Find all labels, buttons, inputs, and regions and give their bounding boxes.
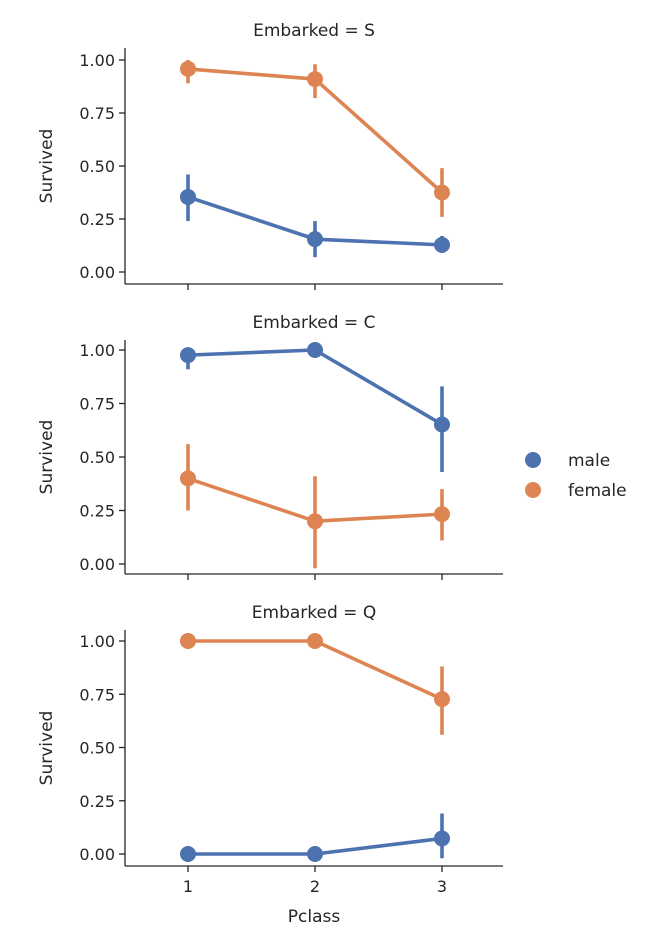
y-tick-label: 0.75 xyxy=(79,685,115,704)
data-point-male xyxy=(180,347,196,364)
legend-marker-male xyxy=(525,452,541,468)
data-point-male xyxy=(180,188,196,205)
y-tick-label: 0.00 xyxy=(79,555,115,574)
panel-title: Embarked = Q xyxy=(252,603,376,623)
legend-label-male: male xyxy=(568,451,610,471)
y-tick-label: 1.00 xyxy=(79,632,115,651)
y-tick-label: 1.00 xyxy=(79,341,115,360)
y-tick-label: 0.50 xyxy=(79,739,115,758)
data-point-male xyxy=(307,231,323,248)
data-point-male xyxy=(307,846,323,862)
data-point-male xyxy=(180,846,196,862)
y-tick-label: 0.00 xyxy=(79,845,115,864)
series-line-male xyxy=(186,348,444,427)
panel-title: Embarked = C xyxy=(253,313,376,333)
data-point-female xyxy=(180,633,196,649)
y-tick-label: 0.25 xyxy=(79,502,115,521)
x-axis-label: Pclass xyxy=(288,907,341,927)
data-point-female xyxy=(434,506,450,523)
data-point-female xyxy=(307,71,323,88)
y-axis-label: Survived xyxy=(37,129,57,204)
data-point-female xyxy=(307,633,323,649)
panel-title: Embarked = S xyxy=(253,21,375,41)
y-tick-label: 1.00 xyxy=(79,51,115,70)
data-point-male xyxy=(307,342,323,358)
y-tick-label: 0.50 xyxy=(79,157,115,176)
y-tick-label: 0.25 xyxy=(79,210,115,229)
data-point-female xyxy=(434,184,450,201)
y-tick-label: 0.25 xyxy=(79,792,115,811)
data-point-male xyxy=(434,416,450,433)
x-tick-label: 1 xyxy=(183,877,193,896)
y-tick-label: 0.00 xyxy=(79,263,115,282)
data-point-female xyxy=(307,513,323,530)
x-tick-label: 2 xyxy=(310,877,320,896)
series-line-female xyxy=(186,639,444,701)
y-tick-label: 0.75 xyxy=(79,395,115,414)
legend-marker-female xyxy=(525,482,541,498)
data-point-female xyxy=(180,60,196,77)
data-point-female xyxy=(180,470,196,487)
data-point-male xyxy=(434,830,450,847)
x-tick-label: 3 xyxy=(437,877,447,896)
data-point-female xyxy=(434,691,450,708)
y-tick-label: 0.75 xyxy=(79,104,115,123)
data-point-male xyxy=(434,236,450,253)
y-axis-label: Survived xyxy=(37,711,57,786)
legend-label-female: female xyxy=(568,481,627,501)
y-tick-label: 0.50 xyxy=(79,448,115,467)
y-axis-label: Survived xyxy=(37,420,57,495)
